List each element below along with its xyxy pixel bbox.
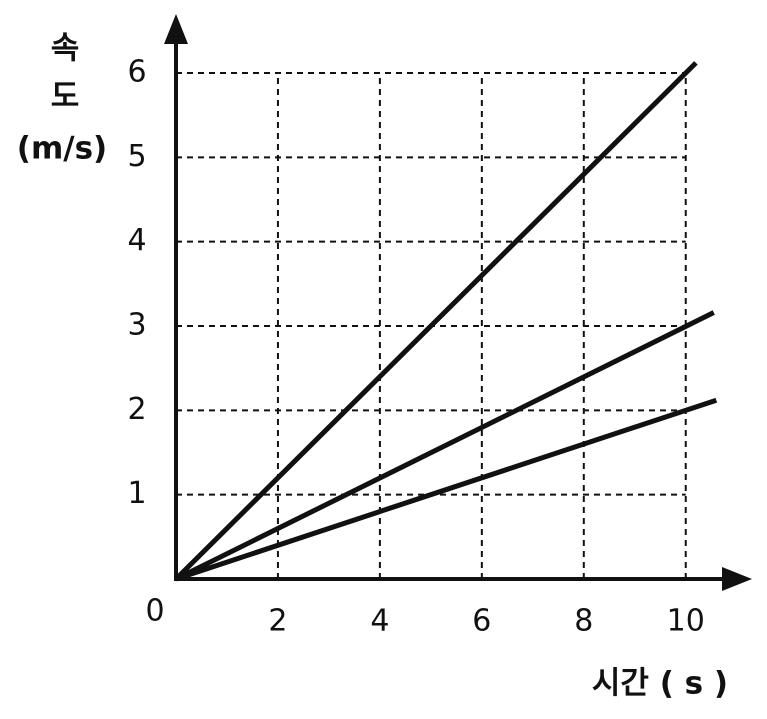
y-tick-label: 1	[127, 476, 146, 511]
y-tick-label: 4	[127, 223, 146, 258]
y-tick-label: 2	[127, 392, 146, 427]
y-tick-label: 3	[127, 308, 146, 343]
x-tick-label: 0	[145, 594, 164, 629]
x-tick-label: 8	[574, 604, 593, 639]
y-axis-arrow	[164, 14, 188, 44]
data-line	[174, 61, 698, 581]
x-tick-label: 10	[667, 604, 705, 639]
x-axis-arrow	[722, 567, 752, 591]
x-tick-label: 2	[268, 604, 287, 639]
x-axis-label: 시간 ( s )	[592, 666, 728, 702]
x-tick-label: 6	[472, 604, 491, 639]
x-tick-label: 4	[370, 604, 389, 639]
y-axis-label: 속	[51, 31, 80, 67]
lines	[174, 61, 718, 582]
data-line	[174, 310, 715, 582]
y-axis-label: 도	[51, 79, 80, 115]
data-line	[175, 397, 718, 582]
y-axis-label: (m/s)	[17, 131, 107, 167]
y-tick-label: 5	[127, 139, 146, 174]
y-tick-label: 6	[127, 55, 146, 90]
